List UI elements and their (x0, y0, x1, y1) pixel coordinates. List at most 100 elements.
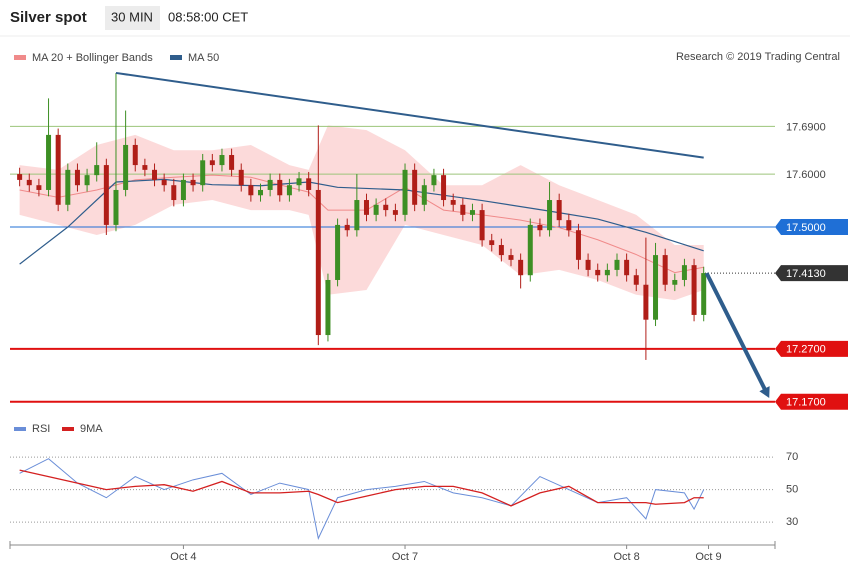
candle-body (219, 155, 225, 166)
candle-body (36, 185, 42, 190)
x-tick-label: Oct 4 (170, 551, 196, 563)
candle-body (354, 200, 360, 231)
level-label: 17.6000 (786, 169, 826, 181)
candle-body (604, 269, 610, 276)
candle-body (142, 165, 148, 170)
candle-body (585, 259, 591, 270)
candle-body (344, 224, 350, 231)
candle-body (566, 220, 572, 231)
x-tick-label: Oct 8 (613, 551, 639, 563)
candle-body (633, 275, 639, 285)
x-tick-label: Oct 7 (392, 551, 418, 563)
candle-body (527, 224, 533, 276)
y-tick-label: 30 (786, 516, 798, 528)
y-tick-label: 70 (786, 451, 798, 463)
candle-body (489, 240, 495, 246)
indicator-line (19, 469, 704, 507)
candle-body (556, 200, 562, 221)
candle-body (113, 189, 119, 225)
candle-body (412, 169, 418, 205)
level-tag (775, 393, 848, 410)
y-tick-label: 50 (786, 483, 798, 495)
level-label: 17.2700 (786, 344, 826, 356)
x-tick-label: Oct 9 (695, 551, 721, 563)
candle-body (315, 189, 321, 336)
candle-body (518, 259, 524, 276)
indicator-line (19, 458, 705, 540)
candle-body (209, 160, 215, 166)
candle-body (383, 204, 389, 211)
candle-body (624, 259, 630, 276)
trendline (115, 71, 704, 159)
candle-body (94, 165, 100, 176)
candle-body (469, 210, 475, 215)
interval-box (105, 6, 160, 30)
candle-body (498, 245, 504, 256)
candle-body (373, 204, 379, 215)
ma-line (19, 174, 704, 274)
candle-body (460, 204, 466, 215)
candle-body (441, 175, 447, 201)
candle-body (691, 265, 697, 315)
level-label: 17.5000 (786, 222, 826, 234)
candle-body (267, 179, 273, 190)
candle-body (653, 255, 659, 320)
level-tag (775, 219, 848, 236)
candle-body (258, 189, 264, 196)
candle-body (46, 134, 52, 190)
candle-body (335, 224, 341, 280)
time: 08:58:00 CET (168, 9, 248, 24)
candle-body (286, 185, 292, 196)
candle-body (402, 169, 408, 215)
candle-body (65, 169, 71, 205)
candle-body (701, 273, 707, 315)
level-tag (775, 340, 848, 357)
level-tag (775, 265, 848, 282)
candle-body (508, 255, 514, 260)
candle-body (229, 155, 235, 170)
candle-body (421, 185, 427, 205)
candle-body (296, 178, 302, 186)
legend-label: MA 50 (188, 52, 219, 64)
candle-body (325, 279, 331, 336)
chart-title: Silver spot (10, 9, 87, 26)
candle-body (200, 160, 206, 186)
candle-body (614, 259, 620, 270)
legend-swatch (14, 427, 26, 431)
candle-body (190, 179, 196, 186)
candle-body (643, 284, 649, 320)
interval: 30 MIN (111, 9, 153, 24)
candle-body (662, 255, 668, 285)
candle-body (238, 169, 244, 186)
candle-body (55, 134, 61, 205)
candle-body (277, 179, 283, 196)
candle-body (681, 265, 687, 280)
candle-body (132, 144, 138, 166)
arrow-head (759, 386, 770, 399)
level-label: 17.1700 (786, 397, 826, 409)
candle-body (306, 178, 312, 190)
candle-body (84, 175, 90, 186)
candle-body (450, 200, 456, 205)
candle-body (123, 144, 129, 190)
candle-body (575, 230, 581, 260)
candle-body (479, 210, 485, 241)
candle-body (180, 179, 186, 201)
legend-label: RSI (32, 423, 50, 435)
bollinger-band (19, 125, 704, 301)
candle-body (363, 200, 369, 215)
candle-body (537, 224, 543, 231)
candle-body (17, 174, 23, 180)
legend-swatch (170, 55, 182, 60)
candle-body (103, 165, 109, 225)
candle-body (248, 185, 254, 196)
candle-body (595, 269, 601, 276)
source: Research © 2019 Trading Central (676, 51, 840, 63)
candle-body (392, 210, 398, 215)
candle-body (431, 175, 437, 186)
candle-body (74, 169, 80, 186)
candle-body (161, 179, 167, 186)
candle-body (672, 279, 678, 285)
legend-label: MA 20 + Bollinger Bands (32, 52, 153, 64)
